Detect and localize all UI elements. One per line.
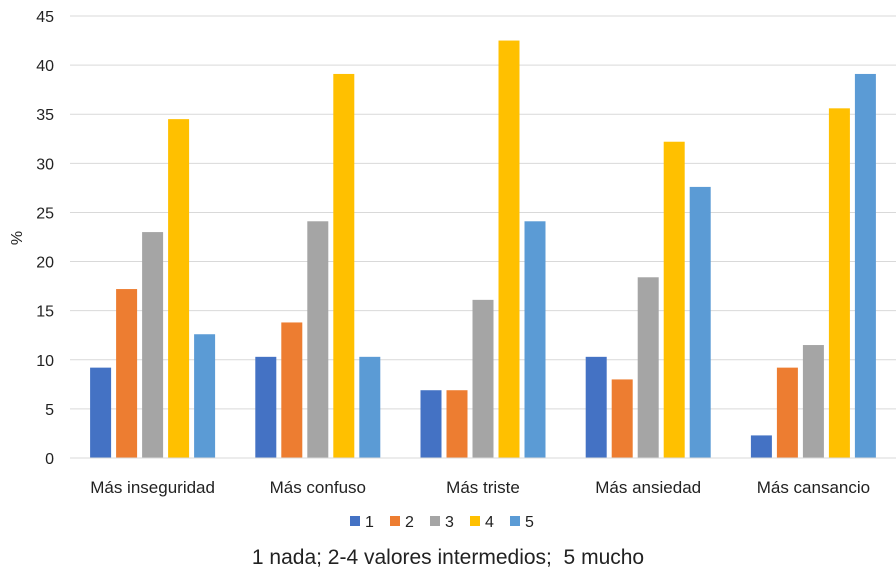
bar-3-4 <box>637 277 659 458</box>
bar-1-1 <box>90 367 112 458</box>
y-tick-label: 5 <box>45 402 54 419</box>
bar-2-4 <box>611 379 633 458</box>
legend-label-1: 1 <box>365 514 374 531</box>
bar-1-3 <box>420 390 442 458</box>
bar-5-5 <box>854 73 876 458</box>
bar-3-1 <box>142 232 164 458</box>
bar-5-2 <box>359 356 381 458</box>
bar-2-1 <box>116 289 138 458</box>
y-tick-label: 30 <box>36 156 54 173</box>
bar-3-5 <box>802 345 824 458</box>
bar-4-4 <box>663 141 685 459</box>
legend-swatch-3 <box>430 516 440 526</box>
bar-4-5 <box>828 108 850 458</box>
legend-label-4: 4 <box>485 514 494 531</box>
bar-2-5 <box>776 367 798 458</box>
bar-4-2 <box>333 73 355 458</box>
bar-1-5 <box>750 435 772 458</box>
x-category-label: Más triste <box>446 478 520 497</box>
bar-4-1 <box>168 119 190 458</box>
y-tick-label: 35 <box>36 107 54 124</box>
x-category-label: Más inseguridad <box>90 478 215 497</box>
legend-label-3: 3 <box>445 514 454 531</box>
chart-caption: 1 nada; 2-4 valores intermedios; 5 mucho <box>251 546 645 569</box>
legend-swatch-5 <box>510 516 520 526</box>
bar-2-2 <box>281 322 303 458</box>
y-tick-label: 20 <box>36 255 54 272</box>
bar-3-3 <box>472 299 494 458</box>
y-tick-label: 15 <box>36 304 54 321</box>
x-category-label: Más confuso <box>270 478 366 497</box>
bar-1-4 <box>585 356 607 458</box>
x-axis-categories: Más inseguridad Más confuso Más triste Más … <box>90 478 870 497</box>
bar-5-3 <box>524 221 546 458</box>
y-tick-label: 45 <box>36 9 54 26</box>
bar-1-2 <box>255 356 277 458</box>
bar-4-3 <box>498 40 520 459</box>
x-category-label: Más cansancio <box>757 478 870 497</box>
bars <box>90 40 876 459</box>
y-tick-label: 40 <box>36 58 54 75</box>
y-tick-label: 0 <box>45 451 54 468</box>
legend-swatch-2 <box>390 516 400 526</box>
y-tick-label: 25 <box>36 205 54 222</box>
x-category-label: Más ansiedad <box>595 478 701 497</box>
y-axis-ticks: 0 5 10 15 20 25 30 35 40 45 <box>36 9 54 468</box>
legend-swatch-4 <box>470 516 480 526</box>
bar-5-4 <box>689 186 711 458</box>
legend-label-5: 5 <box>525 514 534 531</box>
y-axis-label: % <box>9 231 26 245</box>
bar-3-2 <box>307 221 329 458</box>
legend-swatch-1 <box>350 516 360 526</box>
bar-5-1 <box>194 334 216 458</box>
y-tick-label: 10 <box>36 353 54 370</box>
legend-label-2: 2 <box>405 514 414 531</box>
legend: 1 2 3 4 5 <box>350 514 534 531</box>
bar-2-3 <box>446 390 468 458</box>
